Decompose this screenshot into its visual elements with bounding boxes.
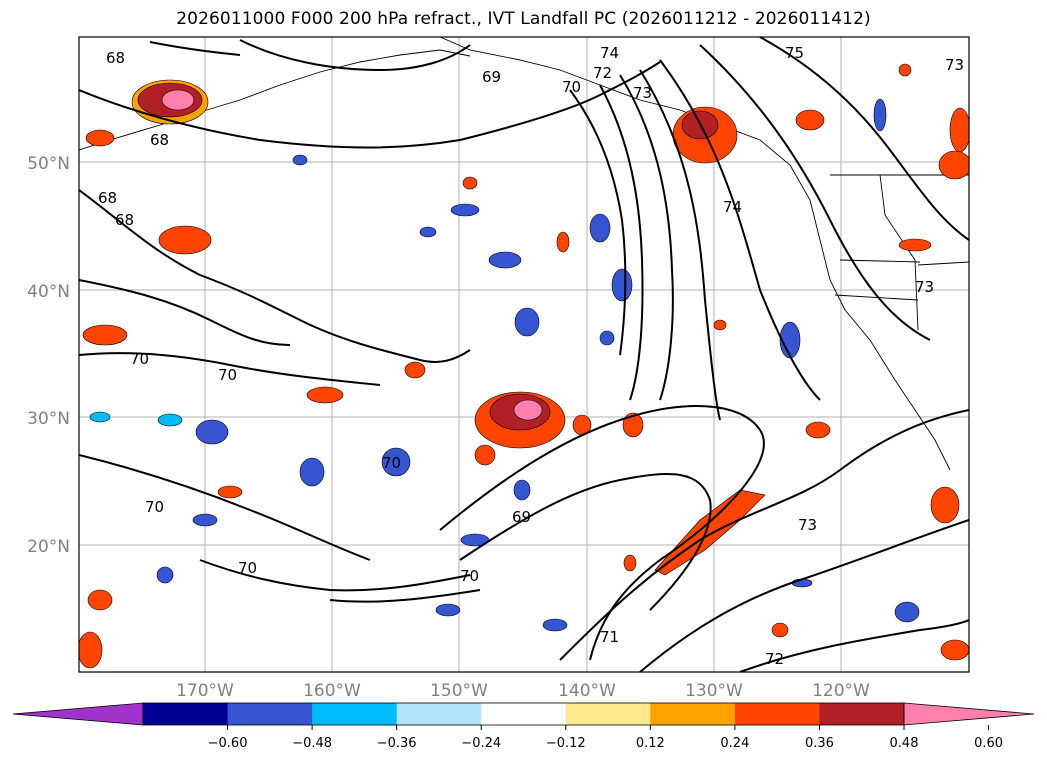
contour-label: 71 (600, 628, 619, 646)
contour-label: 69 (512, 508, 531, 526)
contour-label: 72 (593, 64, 612, 82)
contour-lines (79, 37, 969, 672)
colorbar-swatch (650, 703, 736, 725)
map-background (79, 37, 969, 672)
contour-label: 70 (130, 350, 149, 368)
colorbar-extend-right (903, 702, 1035, 726)
longitude-labels: 170°W 160°W 150°W 140°W 130°W 120°W (176, 681, 870, 701)
colorbar-swatch (396, 703, 482, 725)
contour-label: 70 (382, 454, 401, 472)
colorbar-tick-label: 0.36 (805, 736, 834, 751)
contour-label: 70 (238, 559, 257, 577)
contour-label: 70 (145, 498, 164, 516)
longitude-label: 120°W (812, 681, 870, 701)
contour-label: 75 (785, 44, 804, 62)
latitude-label: 30°N (27, 409, 70, 429)
latitude-label: 40°N (27, 282, 70, 302)
longitude-label: 170°W (176, 681, 234, 701)
latitude-label: 50°N (27, 154, 70, 174)
contour-labels: 68 68 68 68 69 69 70 70 70 70 70 70 71 7… (98, 44, 964, 668)
colorbar-tick-label: −0.36 (377, 736, 417, 751)
contour-label: 68 (150, 131, 169, 149)
colorbar: −0.60 −0.48 −0.36 −0.24 −0.12 0.12 0.24 0.36 0.4… (12, 702, 1035, 751)
contour-label: 68 (98, 189, 117, 207)
contour-label: 73 (633, 84, 652, 102)
colorbar-swatch (143, 703, 229, 725)
coastlines (79, 37, 969, 471)
contour-label: 70 (218, 366, 237, 384)
longitude-label: 140°W (558, 681, 616, 701)
colorbar-tick-label: −0.12 (546, 736, 586, 751)
colorbar-extend-left (12, 702, 144, 726)
negative-anomalies (89, 98, 920, 632)
colorbar-swatch (481, 703, 567, 725)
colorbar-tick-label: −0.60 (208, 736, 248, 751)
colorbar-swatch (819, 703, 905, 725)
contour-label: 74 (723, 198, 742, 216)
colorbar-tick-label: −0.48 (292, 736, 332, 751)
colorbar-ticks: −0.60 −0.48 −0.36 −0.24 −0.12 0.12 0.24 0.36 0.4… (208, 725, 1003, 751)
contour-label: 70 (460, 567, 479, 585)
positive-anomalies (79, 63, 969, 669)
contour-label: 74 (600, 44, 619, 62)
colorbar-outline (142, 702, 905, 726)
longitude-label: 150°W (430, 681, 488, 701)
colorbar-tick-label: 0.48 (890, 736, 919, 751)
latitude-labels: 50°N 40°N 30°N 20°N (27, 154, 70, 557)
colorbar-swatch (312, 703, 398, 725)
contour-label: 73 (945, 56, 964, 74)
colorbar-tick-label: −0.24 (461, 736, 501, 751)
colorbar-swatches (143, 703, 905, 725)
contour-label: 72 (765, 650, 784, 668)
contour-label: 68 (106, 49, 125, 67)
contour-label: 68 (115, 211, 134, 229)
colorbar-swatch (734, 703, 820, 725)
colorbar-tick-label: 0.12 (636, 736, 665, 751)
colorbar-swatch (565, 703, 651, 725)
contour-label: 69 (482, 68, 501, 86)
map-frame (78, 36, 970, 673)
longitude-label: 160°W (303, 681, 361, 701)
colorbar-swatch (227, 703, 313, 725)
longitude-label: 130°W (685, 681, 743, 701)
contour-label: 70 (562, 78, 581, 96)
map-title: 2026011000 F000 200 hPa refract., IVT La… (176, 9, 871, 29)
colorbar-tick-label: 0.24 (720, 736, 749, 751)
latitude-label: 20°N (27, 537, 70, 557)
contour-label: 73 (915, 278, 934, 296)
colorbar-tick-label: 0.60 (974, 736, 1003, 751)
contour-label: 73 (798, 516, 817, 534)
